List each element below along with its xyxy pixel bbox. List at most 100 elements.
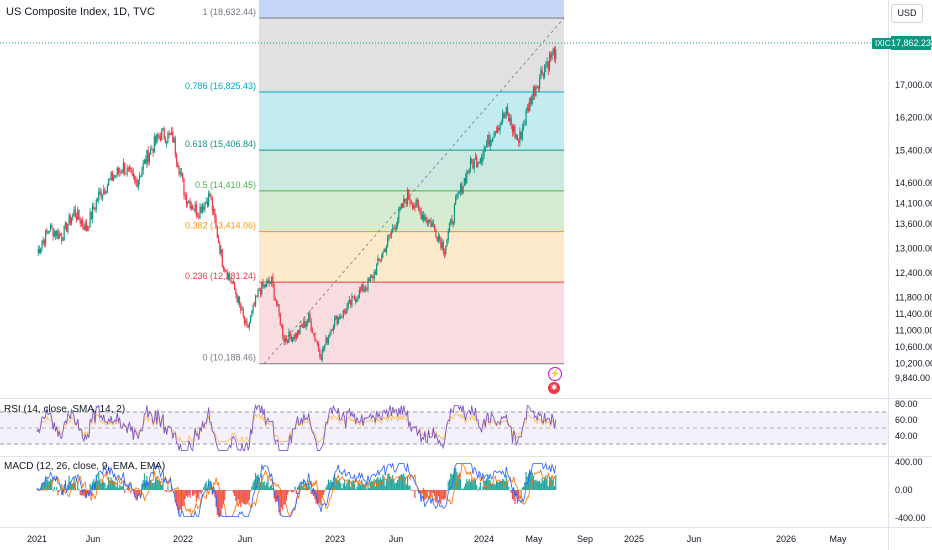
macd-hist-bar	[353, 483, 355, 490]
macd-hist-bar	[75, 490, 78, 491]
candle-body	[254, 295, 257, 306]
rsi-axis-tick: 60.00	[895, 415, 918, 425]
macd-hist-bar	[164, 490, 167, 491]
time-axis-tick: 2022	[173, 534, 193, 544]
candle-body	[436, 237, 438, 241]
candle-body	[206, 201, 209, 206]
candle-body	[441, 242, 443, 248]
macd-hist-bar	[304, 488, 306, 490]
candle-body	[460, 183, 462, 192]
macd-pane-label[interactable]: MACD (12, 26, close, 9, EMA, EMA)	[4, 461, 166, 472]
macd-hist-bar	[539, 480, 541, 490]
macd-hist-bar	[136, 490, 138, 501]
candle-body	[352, 296, 354, 298]
candle-body	[479, 158, 481, 163]
candle-body	[464, 178, 467, 184]
candle-body	[248, 322, 251, 328]
candle-body	[363, 289, 365, 292]
us-flag-icon[interactable]: ✱	[548, 382, 560, 394]
macd-hist-bar	[224, 490, 226, 501]
macd-hist-bar	[509, 490, 511, 491]
candle-body	[99, 191, 101, 193]
candle-body	[146, 150, 148, 164]
candle-body	[267, 280, 269, 282]
candle-body	[215, 218, 217, 227]
macd-hist-bar	[462, 488, 464, 490]
macd-hist-bar	[409, 485, 411, 490]
macd-hist-bar	[330, 479, 332, 490]
macd-hist-bar	[273, 490, 275, 499]
candle-body	[243, 316, 246, 323]
candle-body	[251, 310, 253, 316]
macd-hist-bar	[105, 488, 107, 490]
candle-body	[179, 171, 181, 175]
macd-hist-bar	[542, 480, 544, 490]
candle-body	[269, 282, 272, 284]
macd-hist-bar	[548, 476, 551, 490]
candle-body	[263, 284, 265, 287]
macd-hist-bar	[437, 490, 439, 497]
candle-body	[152, 149, 154, 153]
candle-body	[484, 146, 486, 150]
candle-body	[320, 356, 322, 360]
candle-body	[119, 171, 121, 173]
macd-hist-bar	[416, 490, 418, 491]
candle-body	[408, 189, 410, 200]
macd-hist-bar	[150, 480, 152, 490]
price-axis-tick: 17,000.00	[895, 80, 932, 90]
candle-body	[226, 272, 228, 279]
macd-hist-bar	[536, 480, 538, 490]
candle-body	[305, 323, 307, 327]
macd-hist-bar	[158, 480, 160, 490]
macd-hist-bar	[410, 490, 412, 491]
candle-body	[288, 331, 290, 343]
candle-body	[168, 133, 170, 135]
candle-body	[531, 95, 533, 104]
candle-body	[552, 48, 554, 52]
candle-body	[111, 172, 113, 181]
macd-hist-bar	[238, 490, 241, 504]
macd-hist-bar	[478, 487, 480, 490]
candle-body	[72, 213, 74, 218]
macd-hist-bar	[67, 484, 69, 490]
macd-hist-bar	[485, 478, 488, 490]
macd-hist-bar	[367, 483, 369, 490]
candle-body	[90, 212, 92, 219]
candle-body	[483, 149, 485, 156]
last-price-tag: 17,862.23	[891, 36, 932, 50]
macd-hist-bar	[543, 477, 546, 490]
candle-body	[252, 305, 254, 311]
candle-body	[383, 248, 385, 252]
candle-body	[227, 273, 230, 279]
candle-body	[422, 214, 425, 221]
macd-hist-bar	[397, 479, 399, 490]
candle-body	[88, 226, 90, 228]
candle-body	[106, 185, 108, 193]
currency-button[interactable]: USD	[891, 4, 923, 23]
rsi-pane-label[interactable]: RSI (14, close, SMA, 14, 2)	[4, 404, 126, 415]
macd-hist-bar	[494, 484, 496, 490]
macd-hist-bar	[388, 473, 390, 490]
macd-hist-bar	[383, 478, 385, 490]
price-axis-tick: 15,400.00	[895, 145, 932, 155]
candle-body	[62, 240, 64, 242]
macd-hist-bar	[90, 485, 92, 490]
candle-body	[122, 162, 125, 172]
macd-hist-bar	[114, 481, 116, 490]
candle-body	[548, 53, 551, 70]
candle-body	[47, 231, 49, 233]
macd-hist-bar	[532, 475, 535, 490]
macd-hist-bar	[101, 481, 104, 490]
macd-hist-bar	[126, 488, 128, 490]
candle-body	[388, 235, 390, 237]
candle-body	[514, 126, 516, 138]
candle-body	[416, 200, 418, 204]
candle-body	[198, 216, 200, 218]
event-lightning-icon[interactable]: ⚡	[548, 367, 562, 381]
candle-body	[551, 51, 553, 59]
candle-body	[485, 144, 488, 147]
candle-body	[278, 304, 280, 314]
macd-hist-bar	[246, 490, 248, 504]
candle-body	[482, 155, 484, 162]
